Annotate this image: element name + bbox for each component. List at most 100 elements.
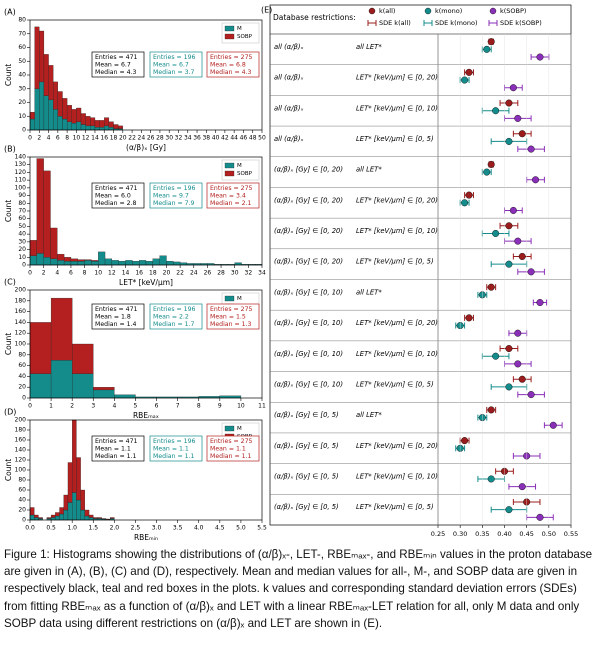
x-tick-label: 0.25 bbox=[431, 530, 445, 538]
bar bbox=[132, 260, 140, 266]
y-tick-label: 0 bbox=[22, 395, 26, 402]
bar bbox=[50, 297, 73, 361]
stats-line: Median = 1.7 bbox=[153, 321, 195, 328]
y-tick-label: 120 bbox=[15, 330, 27, 337]
stats-box bbox=[206, 303, 260, 330]
x-tick-label: 8 bbox=[83, 270, 87, 277]
point bbox=[527, 145, 535, 153]
x-tick-label: 26 bbox=[204, 270, 212, 277]
x-tick-label: 0.5 bbox=[46, 525, 56, 532]
x-tick-label: 2 bbox=[37, 135, 41, 142]
x-tick-label: 30 bbox=[165, 135, 173, 142]
bar bbox=[29, 322, 52, 374]
bar bbox=[29, 118, 35, 131]
bar bbox=[59, 507, 64, 515]
bar bbox=[90, 125, 96, 131]
y-tick-label: 180 bbox=[15, 297, 27, 304]
stats-line: Median = 1.3 bbox=[210, 321, 252, 328]
row-let-label: LET* [keV/μm] ∈ [0, 20) bbox=[356, 74, 438, 82]
x-tick-label: 4.5 bbox=[215, 525, 225, 532]
legend-swatch bbox=[224, 295, 235, 302]
x-tick-label: 10 bbox=[94, 270, 102, 277]
bar bbox=[53, 109, 58, 131]
row-label: (α/β)ₓ [Gy] ∈ [0, 20) bbox=[274, 258, 343, 266]
x-tick-label: 4 bbox=[47, 135, 51, 142]
y-tick-label: 120 bbox=[15, 169, 27, 176]
stats-line: Median = 4.3 bbox=[95, 69, 137, 76]
y-tick-label: 80 bbox=[18, 351, 26, 358]
row-label: (α/β)ₓ [Gy] ∈ [0, 5) bbox=[274, 473, 339, 481]
bar bbox=[152, 258, 160, 266]
stats-box bbox=[149, 51, 203, 78]
y-tick-label: 10 bbox=[18, 113, 26, 120]
legend-swatch bbox=[224, 25, 235, 32]
y-tick-label: 60 bbox=[18, 362, 26, 369]
row-let-label: all LET* bbox=[356, 411, 382, 419]
bar bbox=[57, 91, 63, 117]
bar bbox=[72, 373, 94, 399]
row-let-label: LET* [keV/μm] ∈ [0, 10) bbox=[356, 104, 438, 112]
x-tick-label: 3 bbox=[91, 403, 95, 410]
point bbox=[505, 345, 513, 353]
x-tick-label: 18 bbox=[149, 270, 157, 277]
bar bbox=[118, 125, 123, 129]
legend-swatch bbox=[224, 170, 235, 177]
bar bbox=[114, 394, 136, 399]
stats-line: Entries = 275 bbox=[210, 306, 253, 313]
y-tick-label: 110 bbox=[15, 177, 27, 184]
bar bbox=[76, 107, 82, 122]
row-let-label: all LET* bbox=[356, 288, 382, 296]
point bbox=[465, 68, 473, 76]
legend-swatch bbox=[224, 162, 235, 169]
bar bbox=[125, 260, 133, 266]
bar bbox=[50, 227, 58, 259]
row-label: (α/β)ₓ [Gy] ∈ [0, 20) bbox=[274, 166, 343, 174]
x-tick-label: 32 bbox=[175, 135, 183, 142]
legend-title: Database restrictions: bbox=[273, 13, 356, 22]
bar bbox=[66, 105, 72, 122]
y-tick-label: 40 bbox=[18, 231, 26, 238]
x-tick-label: 0.35 bbox=[475, 530, 489, 538]
x-tick-label: 30 bbox=[231, 270, 239, 277]
plot-frame bbox=[29, 156, 263, 266]
y-tick-label: 200 bbox=[15, 287, 27, 294]
bar bbox=[93, 387, 115, 391]
point bbox=[505, 383, 513, 391]
stats-line: Entries = 196 bbox=[153, 54, 196, 61]
stats-line: Median = 1.1 bbox=[95, 453, 137, 460]
row-label: all (α/β)ₓ bbox=[274, 135, 304, 143]
row-label: (α/β)ₓ [Gy] ∈ [0, 5) bbox=[274, 442, 339, 450]
y-tick-label: 200 bbox=[15, 417, 27, 424]
bar bbox=[34, 517, 39, 521]
row-let-label: LET* [keV/μm] ∈ [0, 20) bbox=[356, 196, 438, 204]
y-tick-label: 140 bbox=[15, 154, 27, 161]
point bbox=[492, 107, 500, 115]
stats-line: Median = 1.1 bbox=[153, 453, 195, 460]
stats-line: Median = 4.3 bbox=[210, 69, 252, 76]
bar bbox=[77, 260, 85, 266]
stats-line: Entries = 471 bbox=[95, 438, 138, 445]
bar bbox=[93, 517, 98, 519]
bar bbox=[88, 517, 94, 521]
y-tick-label: 140 bbox=[15, 319, 27, 326]
panel-label: (A) bbox=[4, 8, 16, 17]
bar bbox=[71, 109, 77, 124]
bar bbox=[50, 514, 56, 518]
point bbox=[505, 99, 513, 107]
x-tick-label: 12 bbox=[82, 135, 90, 142]
bar bbox=[34, 88, 40, 131]
point bbox=[505, 222, 513, 230]
bar bbox=[57, 116, 63, 131]
bar bbox=[105, 518, 111, 520]
bar bbox=[43, 170, 51, 258]
stats-line: Entries = 196 bbox=[153, 185, 196, 192]
stats-box bbox=[149, 435, 203, 462]
bar bbox=[57, 260, 65, 266]
bar bbox=[57, 254, 65, 261]
x-tick-label: 7 bbox=[176, 403, 180, 410]
row-let-label: LET* [keV/μm] ∈ [0, 10) bbox=[356, 350, 438, 358]
x-tick-label: 16 bbox=[100, 135, 108, 142]
x-tick-label: 18 bbox=[110, 135, 118, 142]
stats-line: Median = 3.7 bbox=[153, 69, 195, 76]
